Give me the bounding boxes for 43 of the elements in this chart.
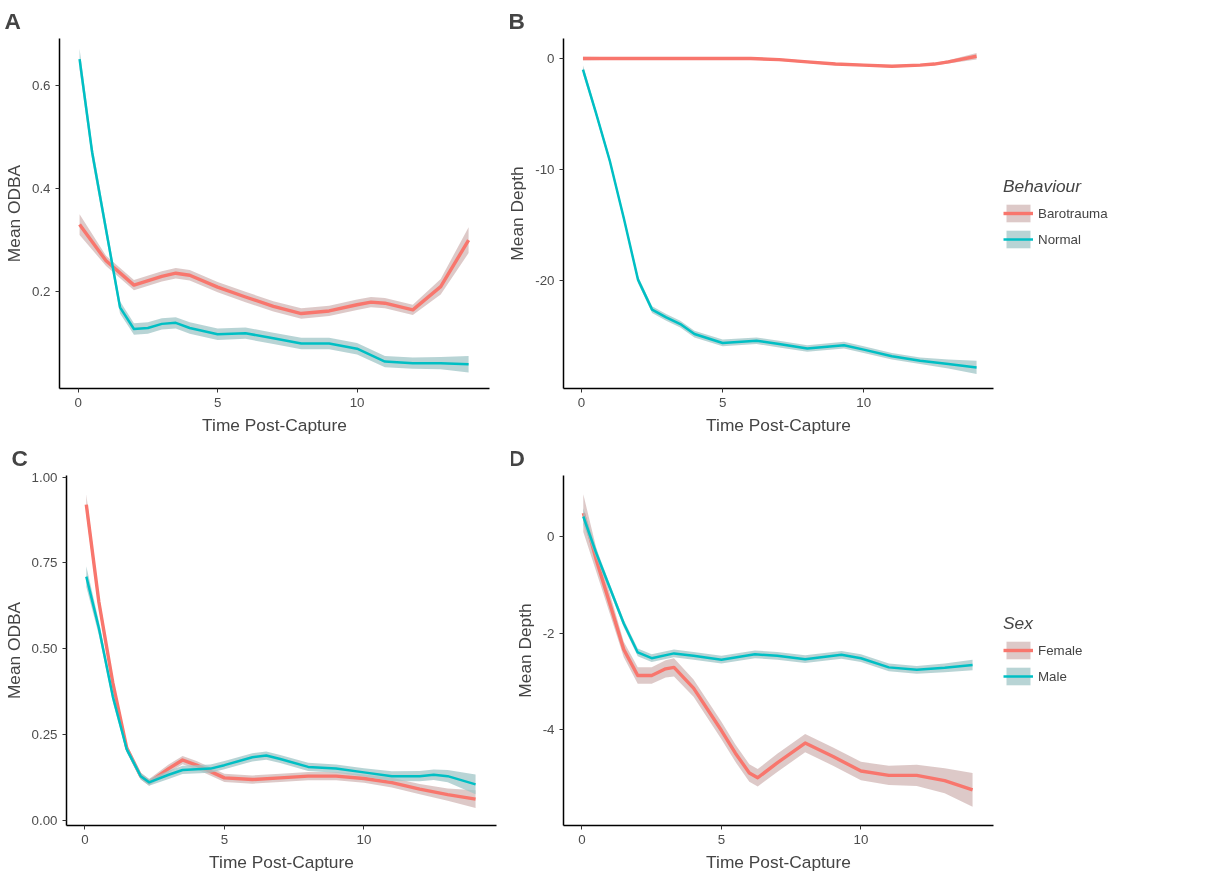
x-tick-label: 5	[220, 831, 229, 847]
legend-label: Barotrauma	[1038, 205, 1108, 221]
y-tick-label: 0.6	[31, 77, 51, 93]
x-axis-title: Time Post-Capture	[706, 414, 851, 435]
y-axis-title: Mean ODBA	[3, 164, 24, 263]
chart-title: A	[4, 7, 21, 34]
x-axis-title: Time Post-Capture	[706, 851, 851, 872]
x-tick-label: 5	[718, 394, 727, 410]
x-tick-label: 10	[349, 394, 365, 410]
y-tick-label: -2	[542, 625, 555, 641]
y-axis-title: Mean Depth	[507, 166, 528, 261]
y-tick-label: 0.00	[31, 812, 58, 828]
x-tick-label: 10	[853, 831, 869, 847]
legend-title: Behaviour	[1003, 176, 1083, 197]
x-tick-label: 0	[578, 831, 586, 847]
x-tick-label: 10	[856, 394, 872, 410]
x-axis-title: Time Post-Capture	[202, 414, 347, 435]
y-tick-label: 0.50	[31, 641, 58, 657]
legend-label: Male	[1038, 668, 1067, 684]
y-tick-label: 0	[547, 51, 555, 66]
x-tick-label: 0	[81, 831, 89, 847]
x-tick-label: 5	[213, 394, 222, 410]
y-tick-label: 0.25	[31, 726, 58, 742]
x-tick-label: 10	[356, 831, 372, 847]
chart-title: C	[11, 444, 28, 471]
y-tick-label: 0.2	[31, 284, 51, 300]
chart-title: B	[508, 7, 525, 34]
y-tick-label: 1.00	[31, 469, 58, 485]
legend-label: Female	[1038, 642, 1083, 658]
y-tick-label: -20	[535, 273, 555, 289]
legend-label: Normal	[1038, 231, 1081, 247]
x-tick-label: 0	[74, 394, 82, 410]
x-axis-title: Time Post-Capture	[209, 851, 354, 872]
y-tick-label: -10	[535, 162, 555, 178]
x-tick-label: 5	[717, 831, 726, 847]
y-tick-label: 0	[547, 529, 555, 545]
y-tick-label: 0.75	[31, 555, 58, 571]
x-tick-label: 0	[577, 394, 586, 410]
y-tick-label: -4	[542, 722, 556, 738]
legend-title: Sex	[1003, 613, 1034, 634]
y-tick-label: 0.4	[31, 180, 52, 196]
y-axis-title: Mean Depth	[514, 603, 535, 698]
y-axis-title: Mean ODBA	[3, 601, 24, 700]
